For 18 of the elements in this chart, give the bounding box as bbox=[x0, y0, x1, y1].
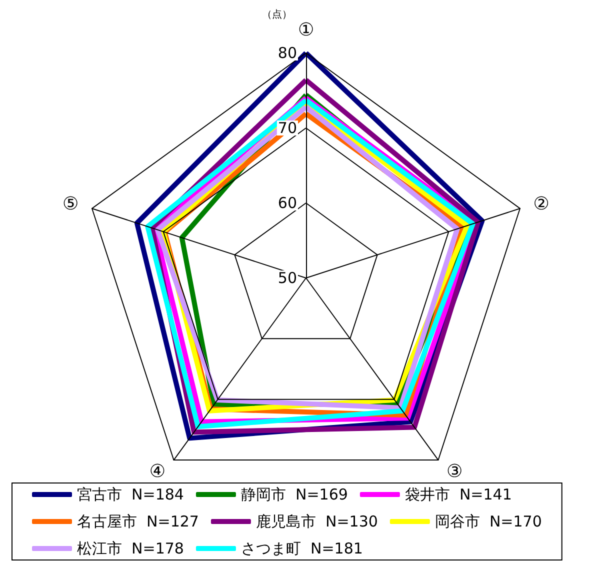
legend-label: 鹿児島市 N=130 bbox=[256, 512, 378, 530]
legend-label: 名古屋市 N=127 bbox=[77, 512, 199, 530]
y-tick-label: 80 bbox=[278, 44, 297, 62]
spoke-label: ④ bbox=[149, 460, 166, 482]
legend-label: 岡谷市 N=170 bbox=[434, 512, 542, 530]
spoke-label: ⑤ bbox=[62, 194, 79, 215]
legend-label: 松江市 N=178 bbox=[77, 540, 184, 558]
legend-label: さつま町 N=181 bbox=[240, 540, 363, 558]
text: （点） bbox=[262, 8, 292, 20]
legend-label: 宮古市 N=184 bbox=[77, 486, 184, 504]
y-tick-label: 50 bbox=[278, 269, 297, 287]
spoke-label: ③ bbox=[446, 460, 463, 482]
legend-label: 袋井市 N=141 bbox=[404, 486, 512, 504]
spoke-label: ② bbox=[533, 194, 550, 215]
spoke-label: ① bbox=[298, 20, 314, 40]
y-tick-label: 70 bbox=[278, 119, 297, 137]
legend-label: 静岡市 N=169 bbox=[240, 486, 348, 504]
y-tick-label: 60 bbox=[278, 194, 297, 212]
